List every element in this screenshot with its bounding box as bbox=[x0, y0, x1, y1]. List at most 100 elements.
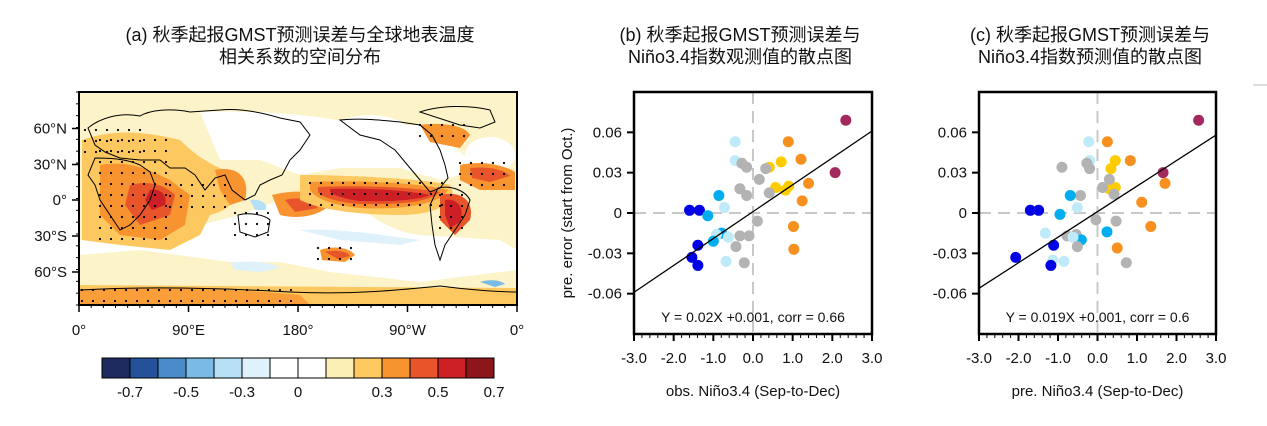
stipple-dot bbox=[327, 246, 331, 250]
scatter-point bbox=[840, 114, 852, 126]
colorbar-swatch bbox=[297, 357, 327, 379]
stipple-dot bbox=[385, 203, 389, 207]
stipple-dot bbox=[164, 237, 168, 241]
stipple-dot bbox=[352, 192, 356, 196]
scatter-point bbox=[796, 195, 808, 207]
scatter-point bbox=[788, 243, 800, 255]
stipple-dot bbox=[429, 203, 433, 207]
stipple-dot bbox=[164, 215, 168, 219]
stipple-dot bbox=[153, 204, 157, 208]
stipple-dot bbox=[190, 183, 194, 187]
colorbar-swatch bbox=[101, 357, 131, 379]
scatter-point bbox=[743, 230, 755, 242]
stipple-dot bbox=[396, 192, 400, 196]
stipple-dot bbox=[438, 204, 442, 208]
stipple-dot bbox=[502, 183, 506, 187]
panel-a-title: (a) 秋季起报GMST预测误差与全球地表温度 相关系数的空间分布 bbox=[60, 24, 540, 68]
stipple-dot bbox=[142, 215, 146, 219]
scatter-point bbox=[713, 190, 725, 202]
stipple-dot bbox=[131, 160, 135, 164]
stipple-dot bbox=[212, 194, 216, 198]
stipple-dot bbox=[179, 205, 183, 209]
scatter-point bbox=[1033, 204, 1045, 216]
stipple-dot bbox=[116, 150, 120, 154]
scatter-point bbox=[1064, 190, 1076, 202]
scatter-point bbox=[1120, 257, 1132, 269]
stipple-dot bbox=[458, 183, 462, 187]
colorbar-swatch bbox=[465, 357, 495, 379]
stipple-dot bbox=[146, 288, 150, 292]
scatter-point bbox=[734, 183, 746, 195]
stipple-dot bbox=[308, 181, 312, 185]
scatter-point bbox=[1084, 163, 1096, 175]
stipple-dot bbox=[266, 211, 270, 215]
stipple-dot bbox=[244, 222, 248, 226]
stipple-dot bbox=[109, 171, 113, 175]
stipple-dot bbox=[190, 194, 194, 198]
colorbar-swatch bbox=[269, 357, 299, 379]
stipple-dot bbox=[201, 288, 205, 292]
significance-stipple bbox=[80, 123, 506, 303]
stipple-dot bbox=[124, 299, 128, 303]
stipple-dot bbox=[164, 226, 168, 230]
stipple-dot bbox=[480, 172, 484, 176]
stipple-dot bbox=[127, 128, 131, 132]
scatter-panel-b: Y = 0.02X +0.001, corr = 0.66 0.06 0.03 0 -0… bbox=[559, 90, 882, 400]
scatter-point bbox=[692, 239, 704, 251]
stipple-dot bbox=[102, 288, 106, 292]
y-tick-label: -0.03 bbox=[588, 245, 622, 262]
stipple-dot bbox=[94, 128, 98, 132]
map-y-tick-label: 60°S bbox=[34, 264, 67, 281]
scatter-point bbox=[1071, 241, 1083, 253]
x-axis-label: pre. Niño3.4 (Sep-to-Dec) bbox=[1012, 383, 1184, 400]
stipple-dot bbox=[120, 193, 124, 197]
stipple-dot bbox=[223, 194, 227, 198]
scatter-point bbox=[751, 215, 763, 227]
stipple-dot bbox=[131, 226, 135, 230]
scatter-point bbox=[684, 204, 696, 216]
stipple-dot bbox=[429, 134, 433, 138]
stipple-dot bbox=[319, 181, 323, 185]
colorbar-label: -0.7 bbox=[117, 384, 143, 401]
colorbar-swatch bbox=[241, 357, 271, 379]
stipple-dot bbox=[164, 160, 168, 164]
stipple-dot bbox=[449, 215, 453, 219]
y-tick-label: 0 bbox=[959, 205, 967, 222]
stipple-dot bbox=[131, 215, 135, 219]
stipple-dot bbox=[131, 182, 135, 186]
stipple-dot bbox=[330, 181, 334, 185]
colorbar-label: 0.3 bbox=[372, 384, 393, 401]
stipple-dot bbox=[131, 193, 135, 197]
scatter-point bbox=[795, 153, 807, 165]
stipple-dot bbox=[83, 150, 87, 154]
colorbar-swatch bbox=[129, 357, 159, 379]
stipple-dot bbox=[438, 226, 442, 230]
stipple-dot bbox=[164, 138, 168, 142]
stipple-dot bbox=[94, 139, 98, 143]
stipple-dot bbox=[244, 233, 248, 237]
stipple-dot bbox=[349, 257, 353, 261]
stipple-dot bbox=[407, 203, 411, 207]
x-tick-label: -1.0 bbox=[1045, 350, 1071, 367]
stipple-dot bbox=[164, 193, 168, 197]
stipple-dot bbox=[179, 183, 183, 187]
stipple-dot bbox=[98, 171, 102, 175]
colorbar-swatch bbox=[213, 357, 243, 379]
stipple-dot bbox=[363, 203, 367, 207]
stipple-dot bbox=[338, 246, 342, 250]
stipple-dot bbox=[168, 194, 172, 198]
map-x-tick-label: 180° bbox=[282, 322, 313, 339]
stipple-dot bbox=[201, 194, 205, 198]
stipple-dot bbox=[157, 299, 161, 303]
stipple-dot bbox=[138, 150, 142, 154]
stipple-dot bbox=[109, 215, 113, 219]
stipple-dot bbox=[440, 134, 444, 138]
stipple-dot bbox=[138, 128, 142, 132]
stipple-dot bbox=[142, 182, 146, 186]
map-y-tick-label: 30°N bbox=[33, 157, 67, 174]
stipple-dot bbox=[142, 226, 146, 230]
stipple-dot bbox=[460, 204, 464, 208]
y-tick-label: -0.06 bbox=[933, 286, 967, 303]
stipple-dot bbox=[135, 288, 139, 292]
